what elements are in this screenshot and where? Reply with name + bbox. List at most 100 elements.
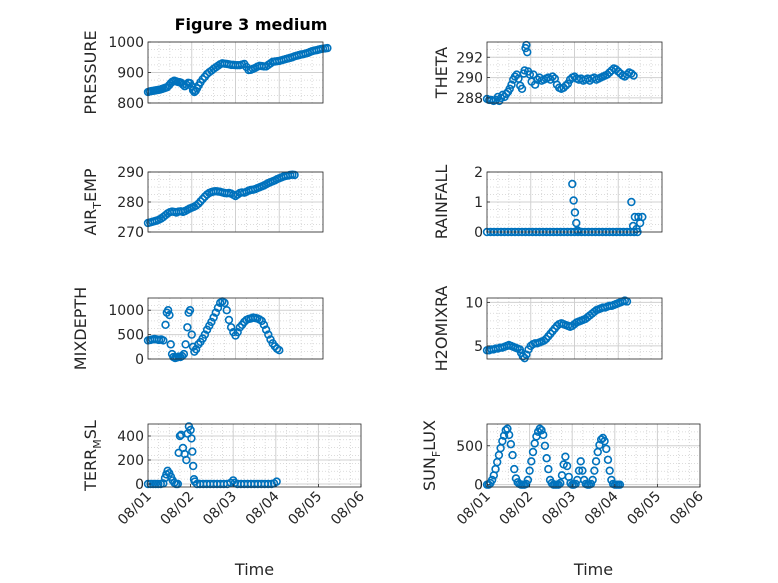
data-point (198, 194, 207, 204)
data-point (537, 426, 546, 435)
data-point (508, 450, 517, 460)
data-point (576, 457, 585, 466)
data-point (275, 346, 284, 355)
panel-mixdepth: 0 500 1000 MIXDEPTH (71, 287, 324, 370)
y-tick-label: 800 (117, 96, 144, 112)
y-tick-label: 200 (117, 453, 144, 469)
data-point (638, 212, 647, 222)
data-point (528, 447, 538, 457)
y-tick-label: 0 (474, 478, 483, 494)
data-point (506, 440, 516, 449)
data-point (175, 431, 185, 441)
data-point (185, 306, 195, 315)
data-point (261, 325, 271, 334)
data-point (602, 444, 611, 454)
axes-box (486, 423, 701, 488)
data-point (562, 461, 572, 471)
data-point (570, 208, 580, 217)
y-axis-label: MIXDEPTH (71, 287, 90, 370)
axes-box (147, 423, 362, 488)
data-point (539, 336, 549, 345)
data-point (539, 430, 548, 440)
data-point (264, 330, 273, 339)
data-point (590, 466, 599, 475)
data-point (629, 71, 638, 80)
data-point (211, 308, 221, 317)
data-point (182, 455, 191, 465)
x-axis-label: Time (234, 560, 274, 579)
data-point (165, 310, 174, 320)
data-point (233, 327, 242, 337)
y-axis-label: RAINFALL (432, 165, 451, 240)
data-point (163, 306, 173, 315)
data-point (498, 436, 507, 446)
data-point (520, 66, 529, 75)
data-point (224, 315, 234, 325)
panel-rainfall: 0 1 2 RAINFALL (432, 165, 663, 241)
data-point (569, 196, 578, 205)
data-point (226, 323, 236, 332)
data-point (259, 320, 269, 330)
data-point (563, 79, 573, 88)
y-tick-label: 500 (117, 328, 144, 344)
y-tick-label: 288 (456, 91, 483, 107)
y-tick-label: 270 (117, 225, 144, 241)
data-point (615, 480, 625, 489)
data-point (323, 43, 332, 53)
data-point (220, 298, 229, 308)
panel-pressure: 800 900 1000 PRESSURE (81, 30, 332, 115)
data-point (191, 345, 201, 354)
y-axis-label: THETA (432, 47, 451, 99)
y-tick-label: 1000 (108, 35, 144, 51)
data-point (188, 447, 197, 456)
data-point (505, 84, 514, 93)
y-tick-label: 280 (117, 195, 144, 211)
data-point (603, 455, 613, 464)
y-tick-label: 500 (456, 439, 483, 455)
data-point (181, 340, 190, 349)
figure-title: Figure 3 medium (175, 15, 328, 34)
data-point (187, 434, 196, 443)
data-point (542, 454, 551, 463)
data-point (179, 349, 189, 359)
data-point (272, 477, 281, 486)
y-tick-label: 400 (117, 429, 144, 445)
data-point (574, 466, 584, 475)
data-point (568, 179, 577, 189)
y-tick-label: 900 (117, 66, 144, 82)
data-point (188, 461, 198, 471)
data-point (561, 81, 570, 90)
y-axis-label: PRESSURE (81, 30, 100, 114)
y-axis-label: H2OMIXRA (432, 286, 451, 372)
data-point (548, 72, 557, 81)
y-tick-label: 292 (456, 50, 483, 66)
data-point (159, 336, 168, 345)
data-point (523, 475, 533, 485)
data-point (556, 478, 565, 488)
data-point (573, 226, 582, 235)
data-point (525, 466, 534, 475)
data-point (213, 303, 223, 312)
data-point (517, 84, 527, 93)
y-axis-label: SUNFLUX (420, 420, 443, 491)
y-tick-label: 2 (474, 165, 483, 181)
data-point (527, 457, 536, 466)
data-point (222, 306, 231, 315)
axes-box (486, 41, 663, 104)
axes-box (486, 297, 663, 360)
data-point (588, 475, 597, 485)
y-tick-label: 290 (456, 71, 483, 87)
data-point (561, 452, 570, 461)
data-point (161, 320, 170, 330)
data-point (605, 466, 614, 475)
data-point (595, 440, 604, 450)
data-point (578, 466, 587, 475)
y-tick-label: 1000 (108, 303, 144, 319)
data-point (544, 464, 553, 474)
data-point (166, 340, 175, 349)
y-axis-label: AIRTEMP (81, 168, 104, 235)
data-point (504, 430, 514, 440)
data-point (572, 218, 581, 228)
data-point (200, 330, 210, 339)
